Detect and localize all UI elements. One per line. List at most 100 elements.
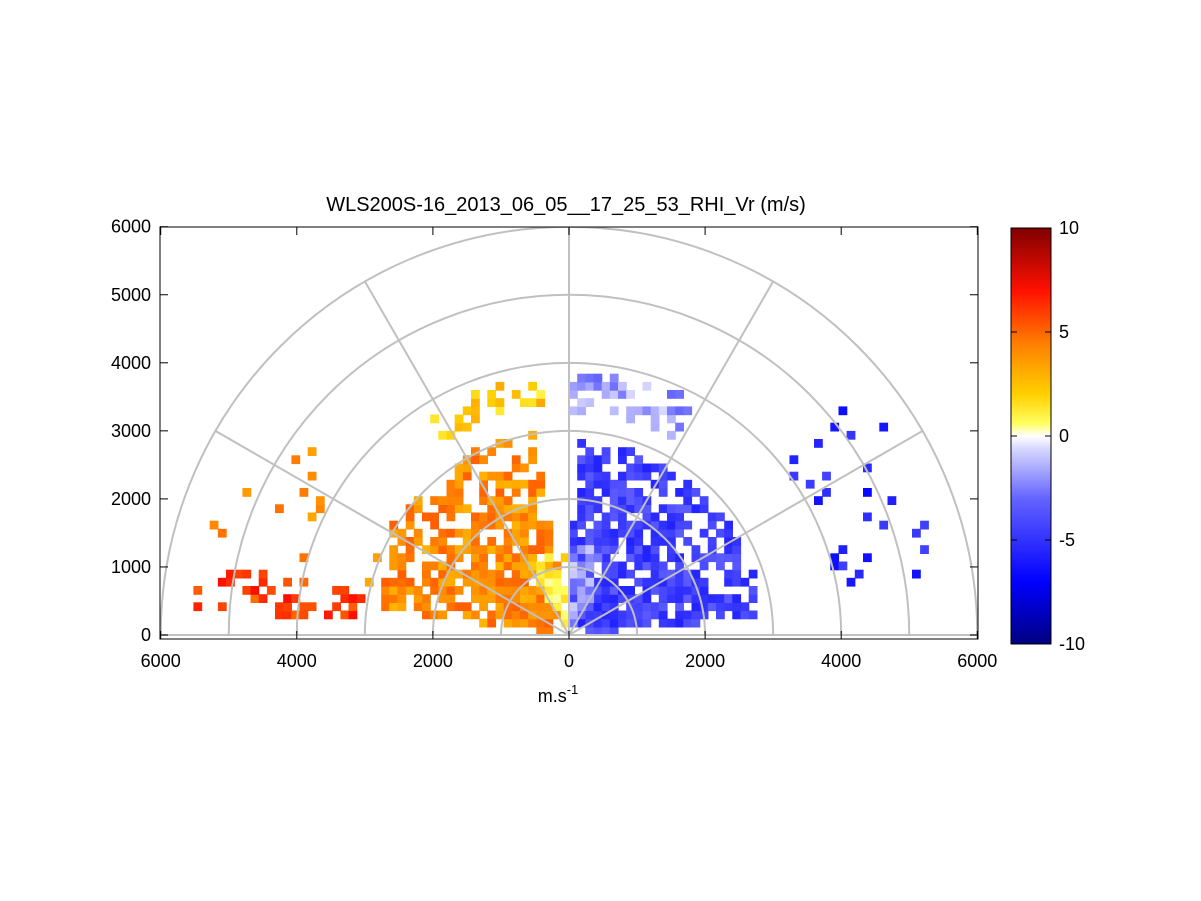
- velocity-cell: [716, 610, 725, 620]
- velocity-cell: [609, 479, 619, 489]
- velocity-cell: [462, 569, 472, 579]
- velocity-cell: [650, 602, 660, 612]
- velocity-cell: [593, 618, 603, 628]
- velocity-cell: [544, 537, 554, 546]
- velocity-cell: [291, 594, 301, 603]
- velocity-cell: [585, 373, 595, 383]
- velocity-cell: [740, 610, 750, 620]
- velocity-cell: [585, 569, 595, 579]
- velocity-cell: [430, 537, 439, 546]
- velocity-cell: [675, 520, 684, 530]
- velocity-cell: [217, 602, 227, 612]
- elevation-spoke: [568, 280, 775, 636]
- velocity-cell: [601, 488, 611, 497]
- velocity-cell: [536, 602, 546, 612]
- velocity-cell: [242, 488, 252, 497]
- velocity-cell: [609, 390, 619, 399]
- velocity-cell: [732, 561, 742, 571]
- velocity-cell: [536, 594, 546, 603]
- velocity-cell: [275, 602, 284, 612]
- velocity-cell: [642, 471, 652, 481]
- velocity-cell: [601, 586, 611, 595]
- velocity-cell: [593, 381, 603, 391]
- velocity-cell: [691, 569, 701, 579]
- velocity-cell: [716, 561, 725, 571]
- velocity-cell: [471, 398, 480, 407]
- velocity-cell: [503, 439, 513, 448]
- velocity-cell: [479, 602, 488, 612]
- velocity-cell: [593, 471, 603, 481]
- velocity-cell: [511, 455, 521, 465]
- velocity-cell: [471, 520, 480, 530]
- velocity-cell: [487, 545, 497, 554]
- velocity-cell: [495, 520, 505, 530]
- velocity-cell: [609, 537, 619, 546]
- polar-grid: [160, 227, 978, 636]
- velocity-cell: [601, 471, 611, 481]
- velocity-cell: [634, 561, 644, 571]
- velocity-cell: [511, 390, 521, 399]
- velocity-cell: [650, 610, 660, 620]
- velocity-cell: [699, 504, 709, 514]
- velocity-cell: [699, 561, 709, 571]
- x-tick-label: 6000: [141, 651, 181, 671]
- y-axis: 0 1000 2000 3000 4000 5000 6000: [111, 217, 978, 645]
- velocity-cell: [454, 602, 464, 612]
- velocity-cell: [446, 488, 456, 497]
- velocity-cell: [642, 406, 652, 416]
- velocity-cell: [291, 455, 301, 465]
- velocity-cell: [634, 618, 644, 628]
- velocity-cell: [732, 537, 742, 546]
- velocity-cell: [552, 602, 562, 612]
- velocity-cell: [618, 488, 627, 497]
- velocity-cell: [462, 471, 472, 481]
- velocity-cell: [536, 488, 546, 497]
- velocity-cell: [438, 610, 448, 620]
- velocity-cell: [560, 610, 570, 620]
- velocity-cell: [569, 520, 578, 530]
- velocity-cell: [618, 496, 627, 505]
- velocity-cell: [520, 561, 529, 571]
- velocity-cell: [511, 586, 521, 595]
- velocity-cell: [528, 520, 537, 530]
- velocity-cell: [667, 577, 676, 587]
- velocity-cell: [511, 463, 521, 473]
- velocity-cell: [258, 594, 268, 603]
- x-axis: 6000 4000 2000 0 2000 4000 6000: [141, 227, 997, 671]
- velocity-cell: [609, 381, 619, 391]
- velocity-cell: [601, 528, 611, 538]
- velocity-cell: [601, 561, 611, 571]
- velocity-cell: [626, 528, 635, 538]
- velocity-cell: [642, 602, 652, 612]
- velocity-cell: [430, 545, 439, 554]
- velocity-cell: [691, 545, 701, 554]
- velocity-cell: [299, 488, 309, 497]
- velocity-cell: [642, 610, 652, 620]
- velocity-cell: [593, 496, 603, 505]
- velocity-cell: [430, 520, 439, 530]
- velocity-cell: [503, 479, 513, 489]
- velocity-cell: [479, 618, 488, 628]
- velocity-cell: [642, 618, 652, 628]
- velocity-cell: [618, 594, 627, 603]
- velocity-cell: [226, 569, 235, 579]
- velocity-cell: [854, 569, 864, 579]
- velocity-cell: [601, 479, 611, 489]
- velocity-cell: [503, 561, 513, 571]
- velocity-cell: [626, 390, 635, 399]
- velocity-cell: [544, 602, 554, 612]
- velocity-cell: [634, 520, 644, 530]
- velocity-cell: [503, 553, 513, 563]
- velocity-cell: [520, 569, 529, 579]
- velocity-cell: [609, 618, 619, 628]
- velocity-cell: [397, 553, 407, 563]
- velocity-cell: [430, 414, 439, 424]
- velocity-cell: [585, 561, 595, 571]
- velocity-cell: [609, 569, 619, 579]
- velocity-cell: [495, 381, 505, 391]
- velocity-cell: [683, 537, 693, 546]
- range-ring: [160, 227, 978, 636]
- velocity-cell: [724, 594, 733, 603]
- velocity-cell: [536, 618, 546, 628]
